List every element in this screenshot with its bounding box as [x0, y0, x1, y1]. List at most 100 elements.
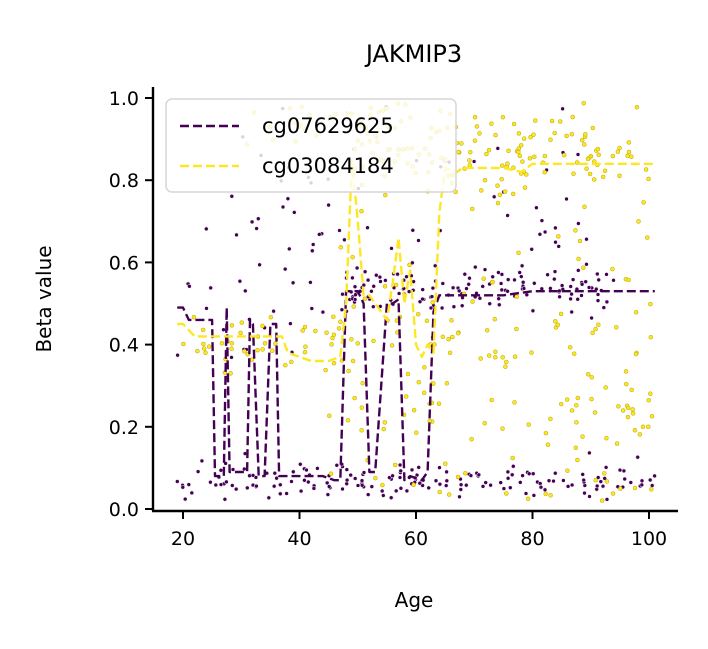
point-s1-276 [504, 359, 509, 365]
point-s0-179 [570, 277, 576, 282]
point-s1-353 [302, 324, 308, 330]
point-s1-20 [522, 185, 528, 190]
point-s0-111 [511, 464, 516, 469]
point-s1-272 [623, 369, 629, 374]
point-s0-387 [365, 225, 370, 230]
point-s1-27 [528, 134, 533, 140]
x-tick-label-4: 100 [631, 528, 667, 550]
point-s1-310 [481, 276, 486, 281]
point-s1-290 [403, 394, 409, 399]
point-s1-225 [514, 294, 519, 299]
point-s0-342 [354, 265, 360, 271]
point-s0-367 [290, 280, 296, 286]
point-s0-208 [505, 277, 511, 282]
point-s1-284 [555, 322, 561, 328]
point-s0-290 [499, 272, 505, 277]
point-s0-353 [350, 275, 355, 281]
point-s0-372 [553, 239, 558, 245]
point-s0-20 [271, 483, 277, 489]
point-s1-190 [632, 427, 638, 433]
point-s0-329 [249, 219, 255, 225]
point-s1-345 [181, 341, 186, 347]
point-s0-254 [377, 274, 383, 280]
point-s0-142 [326, 484, 332, 489]
point-s0-97 [530, 471, 536, 476]
point-s0-61 [587, 450, 592, 456]
point-s0-318 [371, 284, 376, 289]
point-s1-246 [414, 430, 419, 435]
point-s0-167 [359, 478, 365, 483]
point-s0-249 [583, 279, 588, 284]
point-s1-281 [645, 235, 650, 240]
point-s1-15 [510, 191, 516, 197]
point-s1-231 [411, 482, 416, 488]
point-s0-204 [396, 291, 402, 296]
point-s0-108 [488, 482, 493, 488]
point-s0-40 [397, 462, 403, 468]
point-s0-385 [539, 218, 545, 223]
point-s1-243 [577, 238, 583, 244]
point-s0-206 [480, 284, 485, 289]
x-ticks: 20 40 60 80 100 [171, 511, 667, 550]
point-s1-174 [512, 354, 518, 359]
point-s1-282 [331, 314, 336, 320]
point-s1-178 [430, 300, 435, 305]
point-s1-280 [359, 405, 365, 410]
point-s0-85 [464, 482, 469, 488]
point-s0-99 [594, 483, 600, 489]
point-s1-134 [634, 104, 640, 110]
point-s0-171 [487, 301, 492, 306]
point-s0-154 [404, 488, 410, 494]
point-s1-241 [571, 351, 577, 356]
point-s0-340 [556, 244, 561, 249]
point-s0-6 [457, 494, 462, 500]
point-s0-317 [271, 308, 276, 314]
point-s0-101 [278, 482, 283, 488]
point-s0-378 [257, 262, 262, 268]
point-s0-88 [628, 480, 634, 485]
point-s1-167 [482, 420, 487, 426]
point-s1-83 [548, 137, 553, 142]
point-s1-22 [542, 169, 547, 175]
point-s0-268 [604, 299, 610, 305]
point-s0-156 [598, 479, 604, 484]
point-s1-221 [616, 404, 621, 409]
point-s1-129 [610, 153, 616, 159]
series-line-1 [177, 158, 655, 363]
x-tick-label-0: 20 [171, 528, 195, 550]
point-s1-119 [493, 132, 498, 138]
point-s1-135 [585, 156, 591, 162]
point-s1-211 [632, 485, 638, 491]
point-s0-323 [471, 159, 477, 164]
point-s1-143 [646, 176, 651, 182]
point-s0-330 [352, 297, 358, 302]
point-s0-224 [576, 268, 581, 273]
point-s0-66 [505, 476, 511, 481]
point-s0-210 [450, 285, 456, 291]
point-s1-59 [587, 171, 593, 177]
point-s0-25 [546, 478, 552, 483]
point-s0-260 [505, 289, 510, 294]
point-s1-222 [592, 410, 598, 415]
point-s0-175 [477, 296, 483, 301]
point-s0-197 [451, 304, 457, 309]
point-s1-296 [574, 403, 579, 408]
point-s0-341 [495, 146, 501, 151]
point-s1-200 [346, 368, 351, 374]
point-s1-183 [526, 422, 531, 427]
point-s1-28 [495, 200, 501, 206]
point-s0-41 [437, 481, 443, 487]
point-s0-328 [229, 194, 235, 199]
point-s1-228 [392, 462, 398, 468]
point-s1-1 [486, 147, 492, 153]
point-s1-278 [618, 486, 623, 491]
point-s0-157 [476, 472, 482, 478]
point-s0-262 [604, 272, 609, 277]
point-s1-316 [446, 336, 451, 342]
point-s1-63 [477, 131, 482, 136]
point-s0-127 [186, 482, 192, 487]
point-s1-312 [581, 265, 586, 270]
point-s0-75 [334, 463, 340, 468]
point-s0-34 [518, 480, 523, 485]
point-s1-107 [600, 174, 606, 180]
